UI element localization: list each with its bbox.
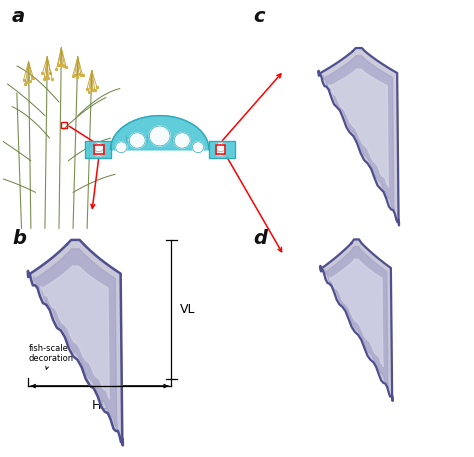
- Circle shape: [149, 126, 170, 146]
- Polygon shape: [330, 259, 383, 367]
- Polygon shape: [320, 239, 392, 401]
- Circle shape: [116, 142, 127, 153]
- Polygon shape: [319, 48, 399, 225]
- Text: c: c: [254, 7, 265, 27]
- Polygon shape: [41, 266, 109, 399]
- Text: HL: HL: [91, 399, 108, 412]
- Polygon shape: [34, 249, 117, 430]
- Text: a: a: [12, 7, 25, 27]
- Text: fish-scale
decoration: fish-scale decoration: [28, 344, 73, 369]
- Text: bulliform cell: bulliform cell: [125, 135, 188, 145]
- Polygon shape: [28, 240, 123, 446]
- Circle shape: [94, 147, 104, 156]
- Polygon shape: [85, 141, 110, 158]
- Bar: [216, 145, 225, 154]
- Circle shape: [216, 143, 225, 152]
- Bar: [94, 145, 104, 154]
- Bar: [61, 122, 67, 128]
- Circle shape: [216, 147, 225, 156]
- Circle shape: [129, 133, 145, 148]
- Circle shape: [94, 143, 104, 152]
- Polygon shape: [325, 246, 388, 388]
- Polygon shape: [110, 116, 209, 149]
- Text: d: d: [254, 228, 267, 248]
- Circle shape: [174, 133, 190, 148]
- Polygon shape: [209, 141, 235, 158]
- Text: b: b: [12, 228, 26, 248]
- Text: VL: VL: [180, 303, 195, 316]
- Circle shape: [192, 142, 204, 153]
- Polygon shape: [323, 56, 394, 212]
- Polygon shape: [329, 69, 389, 187]
